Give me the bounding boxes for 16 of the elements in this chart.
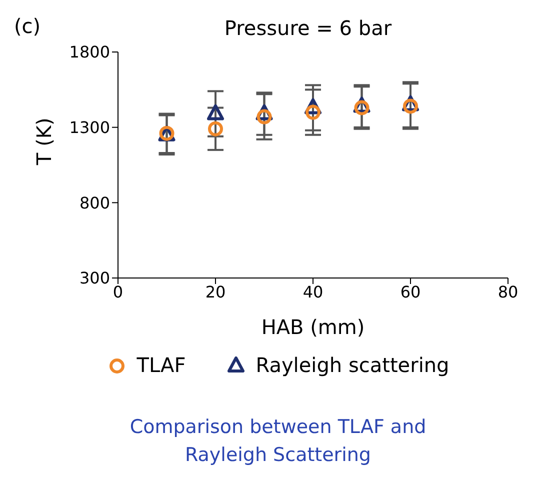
x-tick-label: 40	[302, 282, 324, 302]
y-axis-title: T (K)	[32, 118, 56, 166]
y-tick-label: 1300	[69, 118, 110, 138]
y-tick-label: 1800	[69, 42, 110, 62]
legend-label: TLAF	[136, 353, 186, 377]
x-tick-label: 60	[400, 282, 421, 302]
text: (c)	[14, 14, 41, 38]
x-tick-label: 80	[498, 282, 518, 302]
legend-label: Rayleigh scattering	[256, 353, 450, 377]
x-tick-label: 20	[205, 282, 226, 302]
x-tick-label: 0	[112, 282, 124, 302]
y-tick-label: 800	[79, 193, 110, 212]
text: Comparison between TLAF and Rayleigh Scattering	[128, 415, 428, 468]
x-axis-title: HAB (mm)	[261, 315, 365, 339]
y-tick-label: 300	[79, 268, 110, 288]
chart-title: Pressure = 6 bar	[223, 16, 393, 40]
